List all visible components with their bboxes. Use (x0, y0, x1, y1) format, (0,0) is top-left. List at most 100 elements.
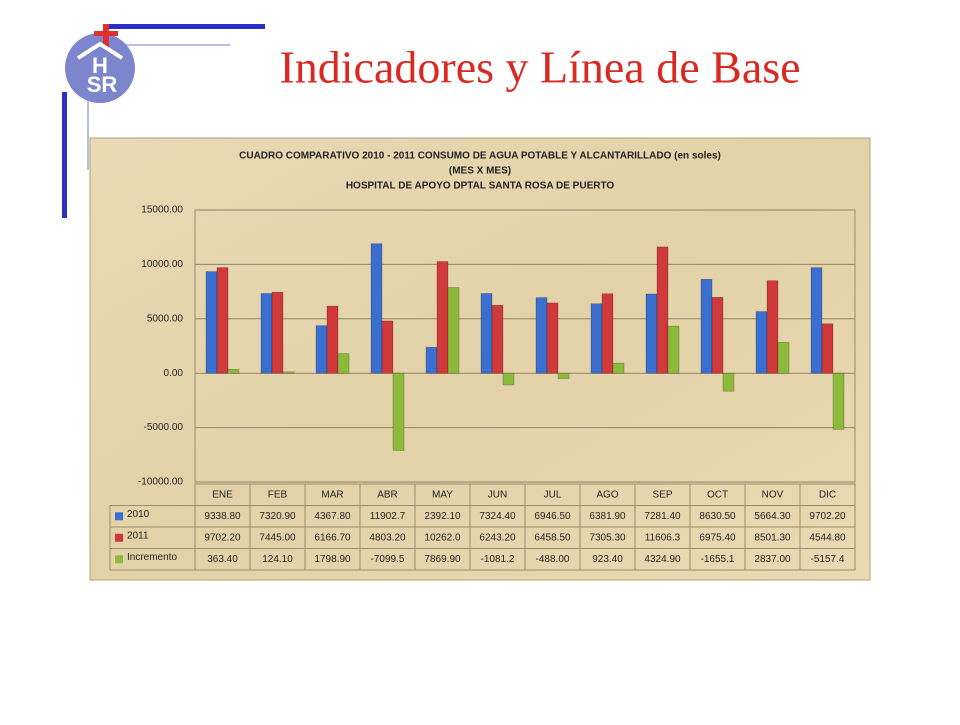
bar (260, 293, 273, 374)
table-cell: -5157.4 (811, 554, 845, 565)
legend-label: 2010 (127, 509, 150, 520)
x-tick-label: JUL (544, 489, 562, 500)
bar (480, 293, 493, 374)
legend-label: Incremento (127, 552, 177, 563)
table-cell: 7324.40 (479, 511, 516, 522)
bar (227, 368, 240, 374)
bar (337, 353, 350, 374)
y-tick-label: 15000.00 (141, 205, 183, 216)
table-cell: 4544.80 (809, 532, 846, 543)
y-tick-label: -10000.00 (138, 477, 183, 488)
table-cell: 6243.20 (479, 532, 516, 543)
table-cell: -7099.5 (371, 554, 405, 565)
table-cell: 9338.80 (204, 511, 241, 522)
x-tick-label: ENE (212, 489, 233, 500)
table-cell: 5664.30 (754, 511, 791, 522)
table-cell: 7320.90 (259, 511, 296, 522)
table-cell: 124.10 (262, 554, 293, 565)
table-cell: 7869.90 (424, 554, 461, 565)
table-cell: 8501.30 (754, 532, 791, 543)
table-cell: -1081.2 (481, 554, 515, 565)
bar (326, 305, 339, 374)
bar (271, 291, 284, 374)
bar (546, 302, 559, 374)
bar (381, 320, 394, 374)
table-cell: 923.40 (592, 554, 623, 565)
legend-swatch (115, 555, 123, 564)
deco-line (105, 24, 265, 29)
y-tick-label: 5000.00 (147, 313, 184, 324)
table-cell: 7305.30 (589, 532, 626, 543)
y-tick-label: 10000.00 (141, 259, 183, 270)
x-tick-label: AGO (596, 489, 618, 500)
logo: H SR (65, 24, 135, 103)
table-cell: 2837.00 (754, 554, 791, 565)
chart-title: CUADRO COMPARATIVO 2010 - 2011 CONSUMO D… (239, 151, 721, 162)
table-cell: 4324.90 (644, 554, 681, 565)
bar (766, 280, 779, 374)
legend-swatch (115, 512, 123, 521)
table-cell: -488.00 (536, 554, 570, 565)
bar (425, 346, 438, 374)
table-cell: 4803.20 (369, 532, 406, 543)
bar (711, 297, 724, 374)
bar (205, 271, 218, 374)
bar (832, 372, 845, 430)
bar (700, 279, 713, 374)
table-cell: 6946.50 (534, 511, 571, 522)
bar (590, 303, 603, 374)
bar (392, 372, 405, 451)
table-cell: 11606.3 (645, 532, 681, 543)
bar (612, 362, 625, 374)
table-cell: 1798.90 (314, 554, 351, 565)
table-cell: 6975.40 (699, 532, 736, 543)
bar (535, 297, 548, 374)
bar (315, 325, 328, 374)
bar (810, 267, 823, 374)
x-tick-label: DIC (819, 489, 836, 500)
chart-title: HOSPITAL DE APOYO DPTAL SANTA ROSA DE PU… (346, 181, 615, 192)
table-cell: 363.40 (207, 554, 238, 565)
bar (645, 293, 658, 374)
table-cell: 4367.80 (314, 511, 351, 522)
chart-title: (MES X MES) (449, 166, 511, 177)
x-tick-label: MAR (321, 489, 343, 500)
legend-label: 2011 (127, 530, 149, 541)
bar (667, 325, 680, 374)
bar (656, 246, 669, 374)
table-cell: 7281.40 (644, 511, 681, 522)
bar (370, 243, 383, 374)
bar (557, 372, 570, 379)
bar (502, 372, 515, 386)
x-tick-label: SEP (652, 489, 672, 500)
table-cell: 6381.90 (589, 511, 626, 522)
logo-text: H (92, 53, 108, 78)
deco-line (62, 92, 67, 218)
table-cell: 8630.50 (699, 511, 736, 522)
table-cell: -1655.1 (701, 554, 735, 565)
bar (777, 342, 790, 374)
x-tick-label: FEB (268, 489, 288, 500)
bar (491, 304, 504, 374)
table-cell: 9702.20 (204, 532, 241, 543)
x-tick-label: OCT (707, 489, 728, 500)
bar (601, 293, 614, 374)
bar (821, 323, 834, 374)
x-tick-label: JUN (488, 489, 507, 500)
bar (216, 267, 229, 374)
table-cell: 9702.20 (809, 511, 846, 522)
x-tick-label: ABR (377, 489, 398, 500)
table-cell: 11902.7 (370, 511, 406, 522)
bar (447, 287, 460, 374)
x-tick-label: NOV (762, 489, 784, 500)
table-cell: 6166.70 (314, 532, 351, 543)
table-cell: 10262.0 (424, 532, 461, 543)
y-tick-label: -5000.00 (144, 422, 184, 433)
table-cell: 7445.00 (259, 532, 296, 543)
table-cell: 2392.10 (424, 511, 461, 522)
bar (436, 261, 449, 374)
table-cell: 6458.50 (534, 532, 571, 543)
bar (755, 311, 768, 374)
